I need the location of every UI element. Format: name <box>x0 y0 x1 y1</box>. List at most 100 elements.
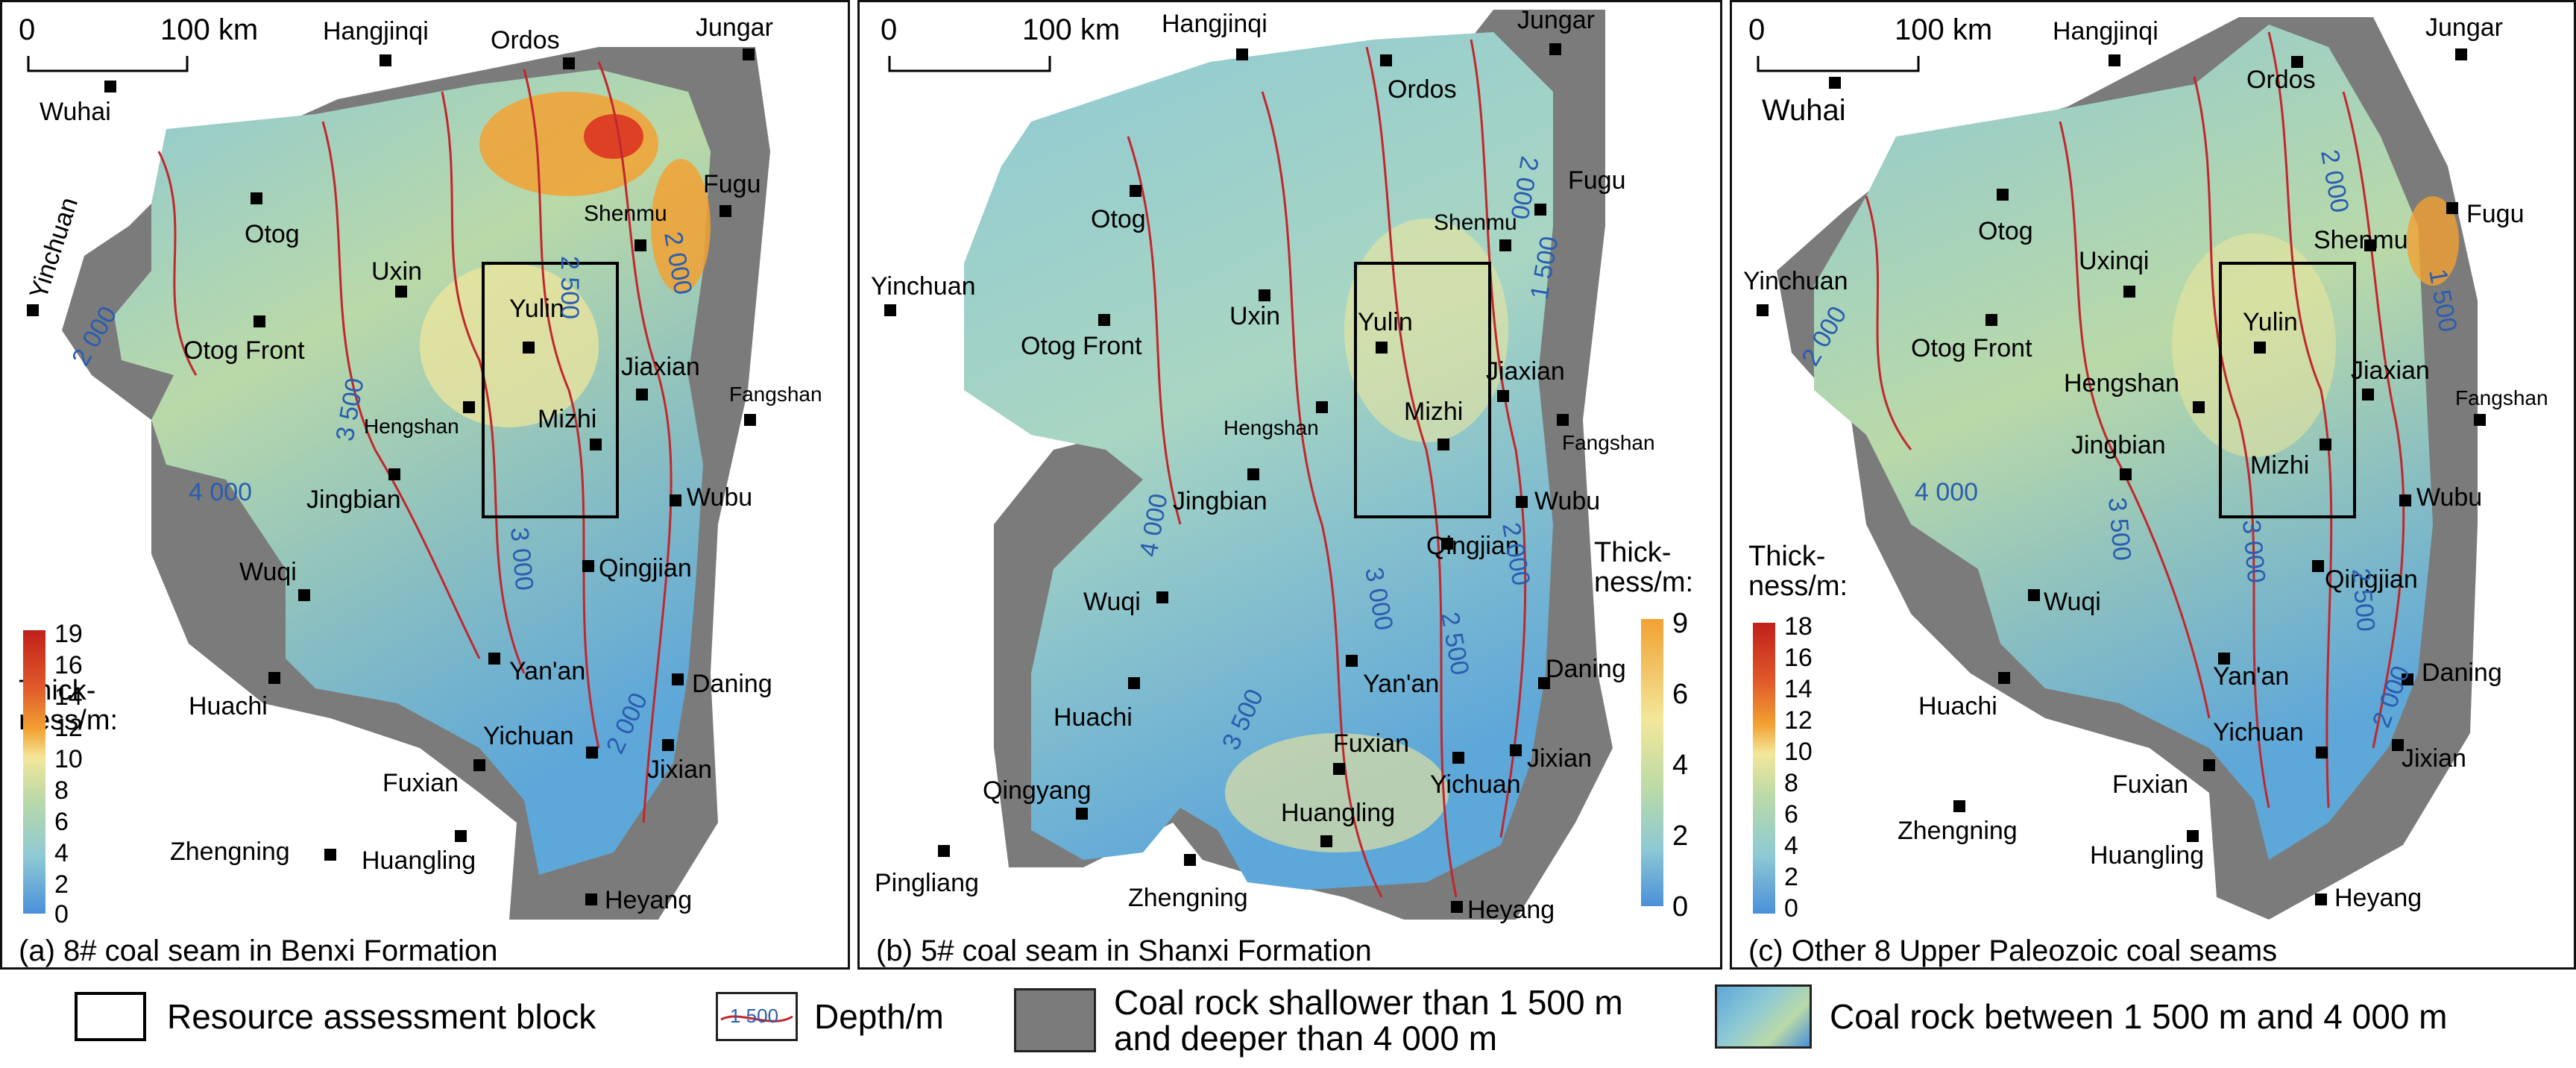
city-label: Uxin <box>371 257 422 286</box>
city-label: Otog Front <box>1021 332 1142 360</box>
colorbar-title: ness/m: <box>1594 567 1693 598</box>
colorbar-tick: 12 <box>1784 706 1813 735</box>
city-label: Zhengning <box>170 838 290 866</box>
thick-zone-shape <box>651 159 711 293</box>
colorbar-tick: 14 <box>54 682 83 711</box>
block-swatch <box>75 992 146 1041</box>
city-label: Zhengning <box>1128 884 1248 912</box>
legend-label-between: Coal rock between 1 500 m and 4 000 m <box>1830 997 2448 1036</box>
panel-caption: (a) 8# coal seam in Benxi Formation <box>19 934 498 967</box>
city-label: Yichuan <box>483 722 574 750</box>
city-label: Hengshan <box>364 415 459 438</box>
city-label: Mizhi <box>2250 451 2309 480</box>
city-label: Yichuan <box>2213 718 2304 747</box>
city-label: Qingjian <box>1426 532 1520 560</box>
city-label: Huangling <box>362 846 476 875</box>
city-label: Wubu <box>1534 487 1600 515</box>
legend-item-outside: Coal rock shallower than 1 500 m and dee… <box>1014 984 1623 1056</box>
city-label: Yulin <box>2243 308 2298 336</box>
city-label: Shenmu <box>584 201 667 226</box>
city-label: Heyang <box>1467 896 1555 924</box>
colorbar-tick: 14 <box>1784 675 1813 703</box>
city-label: Fuxian <box>382 769 459 797</box>
city-label: Shenmu <box>2314 226 2408 254</box>
depth-label: 3 500 <box>2103 496 2136 562</box>
outside-swatch <box>1014 988 1096 1052</box>
city-label: Otog Front <box>1911 334 2032 362</box>
city-label: Jingbian <box>306 486 401 514</box>
map-panel-c: Hangjinqi Jungar Wuhai Ordos Fugu Otog S… <box>1730 0 2576 970</box>
city-label: Jingbian <box>1173 487 1267 515</box>
city-markers <box>27 48 756 905</box>
depth-sample-label: 1 500 <box>730 1005 778 1027</box>
colorbar-tick: 10 <box>1784 738 1813 766</box>
legend-item-block: Resource assessment block <box>75 992 596 1041</box>
city-label: Jungar <box>1517 6 1595 34</box>
city-label: Wuhai <box>40 98 111 126</box>
city-label: Uxinqi <box>2079 247 2149 275</box>
legend-label-depth: Depth/m <box>814 997 944 1036</box>
city-label: Hangjinqi <box>323 17 429 45</box>
city-label: Ordos <box>2246 66 2316 94</box>
colorbar-tick: 6 <box>54 808 69 836</box>
city-label: Ordos <box>491 26 560 54</box>
colorbar-tick: 0 <box>54 900 69 929</box>
city-label: Fugu <box>2466 200 2525 228</box>
city-label: Huachi <box>1918 692 1997 720</box>
thick-zone-shape <box>1225 733 1449 852</box>
city-label: Qingjian <box>599 554 692 582</box>
map-canvas-c: Hangjinqi Jungar Wuhai Ordos Fugu Otog S… <box>1743 13 2548 967</box>
colorbar-tick: 4 <box>1784 832 1798 860</box>
scale-km-label: 100 km <box>160 13 258 46</box>
colorbar-tick: 16 <box>1784 644 1813 672</box>
depth-contours <box>1127 39 1527 898</box>
colorbar <box>23 630 45 914</box>
city-label: Yulin <box>509 295 564 323</box>
city-label: Wubu <box>2416 483 2482 512</box>
colorbar-title: ness/m: <box>1748 571 1848 602</box>
depth-label: 4 000 <box>1915 478 1978 506</box>
city-label: Daning <box>2422 659 2502 687</box>
colorbar <box>1753 623 1775 914</box>
city-label: Otog <box>245 220 300 248</box>
map-panel-b: Hangjinqi Jungar Ordos Fugu Otog Shenmu … <box>857 0 1722 970</box>
panel-caption: (c) Other 8 Upper Paleozoic coal seams <box>1748 934 2277 967</box>
city-label: Jiaxian <box>2351 356 2430 385</box>
city-markers <box>884 43 1569 913</box>
colorbar-tick: 2 <box>1672 820 1688 852</box>
city-label: Fuxian <box>1333 729 1409 758</box>
colorbar-tick: 10 <box>54 745 83 773</box>
colorbar-tick: 19 <box>54 620 83 648</box>
city-label: Hengshan <box>2064 369 2179 398</box>
city-label: Wuqi <box>2044 588 2101 616</box>
map-canvas-b: Hangjinqi Jungar Ordos Fugu Otog Shenmu … <box>871 6 1693 967</box>
depth-label: 3 000 <box>2237 518 2270 584</box>
city-label: Fangshan <box>729 383 822 406</box>
scale-km-label: 100 km <box>1022 13 1120 46</box>
city-label: Heyang <box>2334 884 2422 912</box>
city-label: Jixian <box>647 756 712 784</box>
legend-item-between: Coal rock between 1 500 m and 4 000 m <box>1715 984 2448 1049</box>
depth-line-swatch: 1 500 <box>716 992 798 1041</box>
scale-bar: 0 100 km <box>1748 13 1992 72</box>
city-label: Jungar <box>696 13 773 42</box>
city-label: Uxin <box>1229 302 1280 330</box>
scale-zero-label: 0 <box>19 13 35 46</box>
city-label: Yan'an <box>509 657 585 685</box>
colorbar-tick: 4 <box>1672 750 1688 781</box>
city-label: Huangling <box>2090 841 2204 870</box>
thick-zone-shape <box>1344 219 1508 442</box>
colorbar-tick: 0 <box>1784 894 1798 923</box>
city-label: Fuxian <box>2112 770 2188 799</box>
city-label: Hengshan <box>1224 416 1319 439</box>
city-label: Wuqi <box>239 558 297 586</box>
city-label: Wubu <box>687 483 752 512</box>
assessment-block <box>1354 262 1491 518</box>
between-swatch <box>1715 984 1812 1049</box>
city-label: Qingyang <box>983 776 1092 805</box>
colorbar-tick: 2 <box>1784 863 1798 891</box>
colorbar-tick: 16 <box>54 651 83 679</box>
city-label: Yinchuan <box>24 194 84 302</box>
city-label: Yinchuan <box>1743 267 1848 295</box>
depth-contours <box>157 61 673 823</box>
